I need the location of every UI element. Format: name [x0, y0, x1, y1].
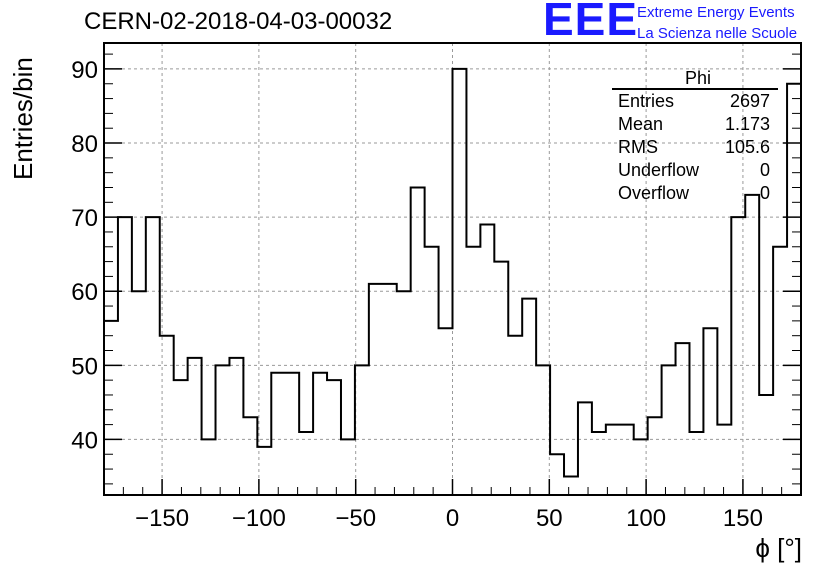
histogram-bin	[620, 425, 634, 495]
histogram-bin	[773, 247, 787, 495]
stats-row-underflow: Underflow 0	[612, 159, 778, 182]
histogram-bin	[146, 217, 160, 495]
histogram-bin	[480, 225, 494, 495]
stats-key: Entries	[618, 91, 675, 111]
y-tick-label: 50	[71, 353, 98, 380]
histogram-bin	[662, 365, 676, 495]
stats-row-rms: RMS 105.6	[612, 136, 778, 159]
histogram-bin	[466, 247, 480, 495]
tick-labels: −150 −100 −50 0 50 100 150 40 50 60 70 80 90	[71, 57, 763, 532]
x-axis-label: ϕ [°]	[755, 533, 802, 563]
histogram-bin	[731, 217, 745, 495]
histogram-bin	[313, 373, 327, 495]
histogram-outline	[103, 67, 802, 495]
histogram-bin	[216, 365, 230, 495]
logo-caption-line2: La Scienza nelle Scuole	[637, 25, 798, 42]
histogram-bin	[550, 454, 564, 495]
x-tick-label: 50	[536, 505, 563, 532]
histogram-bin	[132, 291, 146, 495]
x-tick-label: −100	[232, 505, 286, 532]
y-tick-label: 70	[71, 205, 98, 232]
histogram-bin	[369, 284, 383, 495]
axis-ticks	[104, 53, 801, 495]
histogram-bin	[397, 291, 411, 495]
x-tick-label: −50	[335, 505, 376, 532]
y-tick-label: 80	[71, 131, 98, 158]
stats-row-overflow: Overflow 0	[612, 182, 778, 205]
histogram-bin	[494, 262, 508, 495]
histogram-bin	[188, 358, 202, 495]
x-tick-label: 0	[446, 505, 459, 532]
stats-value: 2697	[729, 91, 770, 111]
histogram-bin	[703, 328, 717, 495]
histogram-bin	[341, 439, 355, 495]
histogram-bin	[759, 395, 773, 495]
stats-key: Mean	[618, 114, 664, 134]
stats-row-entries: Entries 2697	[612, 90, 778, 113]
histogram-bin	[564, 476, 578, 495]
histogram-bin	[717, 425, 731, 495]
histogram-bin	[118, 217, 132, 495]
histogram-bin	[606, 425, 620, 495]
histogram-bin	[578, 402, 592, 495]
histogram-bin	[383, 284, 397, 495]
stats-value: 0	[759, 183, 770, 203]
histogram-bin	[299, 432, 313, 495]
y-axis-label: Entries/bin	[8, 57, 38, 180]
histogram-bin	[689, 432, 703, 495]
histogram-bin	[355, 365, 369, 495]
histogram-bin	[327, 380, 341, 495]
stats-box-title: Phi	[612, 68, 778, 90]
histogram-bin	[229, 358, 243, 495]
x-tick-label: 100	[626, 505, 666, 532]
histogram-bin	[787, 84, 801, 495]
stats-key: RMS	[618, 137, 658, 157]
y-tick-label: 40	[71, 427, 98, 454]
plot-frame	[103, 42, 802, 496]
histogram-bin	[104, 321, 118, 495]
histogram-bin	[453, 69, 467, 495]
histogram-bin	[648, 417, 662, 495]
logo-caption-line1: Extreme Energy Events	[637, 4, 795, 21]
histogram-bin	[285, 373, 299, 495]
histogram-bin	[271, 373, 285, 495]
stats-row-mean: Mean 1.173	[612, 113, 778, 136]
histogram-bin	[425, 247, 439, 495]
histogram-bin	[202, 439, 216, 495]
histogram-bin	[411, 187, 425, 495]
chart-title: CERN-02-2018-04-03-00032	[84, 8, 393, 35]
stats-value: 0	[759, 160, 770, 180]
stats-value: 1.173	[724, 114, 770, 134]
histogram-bin	[508, 336, 522, 495]
histogram-bin	[257, 447, 271, 495]
stats-key: Underflow	[618, 160, 700, 180]
histogram-bin	[536, 365, 550, 495]
stats-value: 105.6	[724, 137, 770, 157]
histogram-bin	[745, 195, 759, 495]
histogram-bin	[243, 417, 257, 495]
x-tick-label: 150	[723, 505, 763, 532]
histogram-bin	[522, 299, 536, 495]
histogram-bin	[160, 336, 174, 495]
histogram-bin	[634, 439, 648, 495]
y-tick-label: 90	[71, 57, 98, 84]
histogram-bin	[439, 328, 453, 495]
x-tick-label: −150	[135, 505, 189, 532]
histogram-bin	[676, 343, 690, 495]
eee-logo: EEE	[543, 0, 639, 45]
histogram-bin	[174, 380, 188, 495]
histogram-bin	[592, 432, 606, 495]
stats-box: Phi Entries 2697 Mean 1.173 RMS 105.6 Un…	[612, 68, 778, 205]
stats-key: Overflow	[618, 183, 690, 203]
y-tick-label: 60	[71, 279, 98, 306]
